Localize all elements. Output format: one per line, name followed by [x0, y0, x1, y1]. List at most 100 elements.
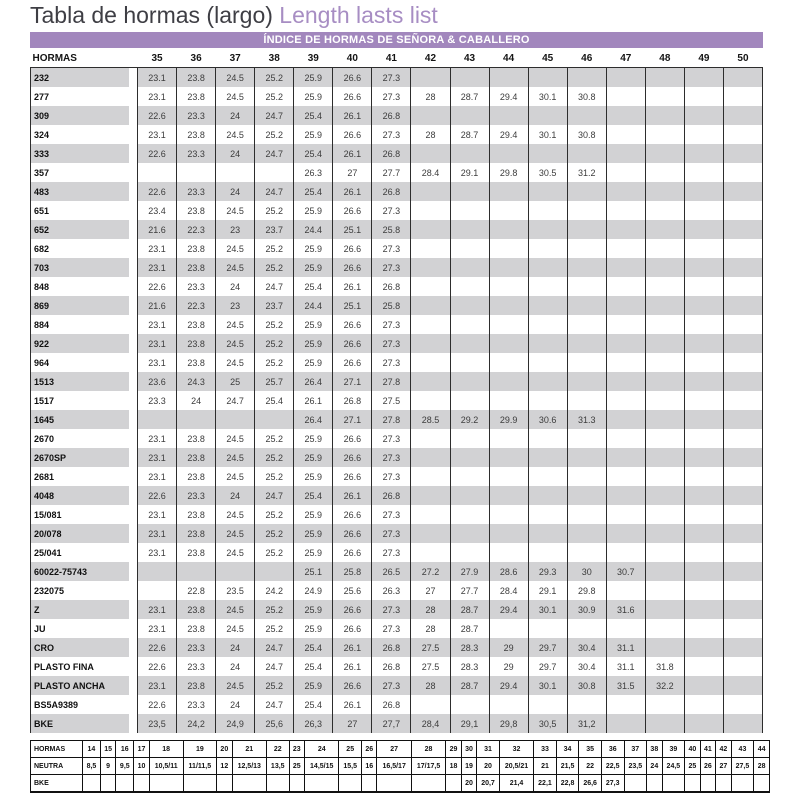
cell — [99, 774, 117, 793]
cell — [722, 619, 764, 638]
cell: 28.6 — [488, 562, 529, 581]
main-col-header-hormas: HORMAS — [30, 49, 129, 68]
cell — [176, 410, 216, 429]
cell: 23.8 — [176, 429, 216, 448]
cell: 27.3 — [371, 67, 411, 87]
cell — [449, 391, 490, 410]
row-gap — [128, 163, 138, 182]
cell — [488, 524, 529, 543]
cell: 20 — [476, 757, 500, 775]
main-table-row: 20/078 23.1 23.8 24.5 25.2 25.9 26.6 27.3 — [30, 524, 764, 543]
cell: 29,1 — [449, 714, 490, 733]
cell: 24.7 — [254, 638, 294, 657]
cell — [410, 296, 450, 315]
cell: 27.3 — [371, 315, 411, 334]
cell — [683, 524, 724, 543]
cell: 25.2 — [254, 258, 294, 277]
conversion-col-header-42: 42 — [715, 740, 732, 758]
row-label: Z — [30, 600, 129, 619]
row-label: 277 — [30, 87, 129, 106]
cell: 15,5 — [338, 757, 362, 775]
cell: 22.6 — [136, 144, 177, 163]
cell — [683, 562, 724, 581]
main-table-row: 884 23.1 23.8 24.5 25.2 25.9 26.6 27.3 — [30, 315, 764, 334]
cell: 25.2 — [254, 429, 294, 448]
cell — [410, 505, 450, 524]
cell — [683, 581, 724, 600]
cell: 25.9 — [293, 334, 333, 353]
cell: 23.8 — [176, 67, 216, 87]
cell: 26.6 — [332, 524, 372, 543]
cell — [566, 315, 607, 334]
cell — [449, 239, 490, 258]
cell: 20,7 — [476, 774, 500, 793]
cell: 22.6 — [136, 695, 177, 714]
cell: 30.8 — [566, 676, 607, 695]
conversion-col-header-14: 14 — [82, 740, 101, 758]
cell — [644, 600, 685, 619]
row-gap — [128, 315, 138, 334]
cell — [605, 125, 646, 144]
cell: 9 — [99, 757, 117, 775]
cell: 27.8 — [371, 410, 411, 429]
row-gap — [128, 695, 138, 714]
cell — [683, 391, 724, 410]
row-gap — [128, 543, 138, 562]
main-table-row: 357 26.3 27 27.7 28.4 29.1 29.8 30.5 31.2 — [30, 163, 764, 182]
cell: 24.5 — [215, 619, 255, 638]
main-col-header-35: 35 — [137, 49, 177, 68]
cell — [215, 562, 255, 581]
cell: 27.3 — [371, 353, 411, 372]
cell: 27.7 — [371, 163, 411, 182]
cell — [605, 372, 646, 391]
cell: 14,5/15 — [304, 757, 340, 775]
cell: 25.2 — [254, 676, 294, 695]
cell — [683, 182, 724, 201]
page-title: Tabla de hormas (largo) Length lasts lis… — [30, 2, 770, 29]
cell: 25.9 — [293, 543, 333, 562]
cell: 23.8 — [176, 87, 216, 106]
cell — [683, 220, 724, 239]
cell: 23.1 — [136, 619, 177, 638]
cell — [216, 774, 233, 793]
cell: 27 — [410, 581, 450, 600]
cell: 24.2 — [254, 581, 294, 600]
cell: 24.7 — [254, 182, 294, 201]
cell: 25.9 — [293, 524, 333, 543]
row-gap — [128, 353, 138, 372]
cell: 24.5 — [215, 315, 255, 334]
cell — [410, 486, 450, 505]
cell — [254, 163, 294, 182]
row-label: 357 — [30, 163, 129, 182]
cell — [605, 277, 646, 296]
cell: 24 — [215, 182, 255, 201]
cell — [683, 125, 724, 144]
cell: 22.6 — [136, 182, 177, 201]
row-gap — [128, 600, 138, 619]
cell — [254, 410, 294, 429]
cell: 24 — [215, 638, 255, 657]
cell: 24.7 — [254, 277, 294, 296]
row-gap — [128, 334, 138, 353]
conversion-col-header-19: 19 — [182, 740, 218, 758]
cell — [82, 774, 101, 793]
cell — [488, 258, 529, 277]
cell: 25.9 — [293, 619, 333, 638]
main-table-header-row: HORMAS 35 36 37 38 39 40 41 42 43 44 45 46 47 48 49 50 — [30, 49, 763, 68]
cell — [410, 334, 450, 353]
cell: 27,3 — [600, 774, 625, 793]
conversion-col-header-35: 35 — [578, 740, 602, 758]
cell — [683, 201, 724, 220]
conversion-col-header-21: 21 — [231, 740, 267, 758]
cell: 28.7 — [449, 619, 490, 638]
row-label: 869 — [30, 296, 129, 315]
cell — [488, 220, 529, 239]
cell: 24.5 — [215, 258, 255, 277]
main-table-row: 232075 22.8 23.5 24.2 24.9 25.6 26.3 27 27.7 28.4… — [30, 581, 764, 600]
conversion-col-header-15: 15 — [99, 740, 117, 758]
cell: 30.8 — [566, 87, 607, 106]
cell: 24.5 — [215, 676, 255, 695]
cell — [722, 163, 764, 182]
cell: 30.1 — [527, 87, 568, 106]
cell — [361, 774, 378, 793]
